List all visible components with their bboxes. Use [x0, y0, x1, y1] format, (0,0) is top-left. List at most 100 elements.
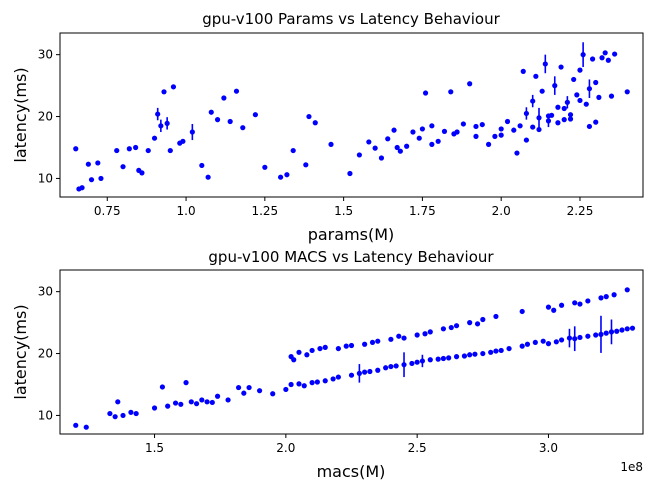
params-data-point — [577, 67, 583, 73]
macs-data-point — [493, 348, 499, 354]
macs-data-point — [566, 335, 573, 341]
params-data-point — [397, 148, 403, 154]
params-data-point — [511, 127, 517, 133]
macs-y-axis-label: latency(ms) — [11, 304, 30, 399]
macs-data-point — [545, 304, 552, 310]
params-data-point — [624, 89, 630, 95]
macs-data-point — [553, 339, 559, 345]
macs-data-point — [409, 360, 415, 367]
macs-data-point — [585, 333, 591, 339]
params-data-point — [589, 56, 596, 62]
macs-data-point — [611, 292, 617, 298]
params-x-tick-label: 1.5 — [334, 204, 353, 218]
params-data-point — [170, 84, 177, 90]
macs-data-point — [133, 410, 139, 417]
params-data-point — [240, 125, 246, 131]
params-data-point — [555, 120, 561, 126]
macs-data-point — [598, 295, 604, 301]
macs-x-tick-label: 3.0 — [539, 441, 558, 455]
params-data-point — [583, 101, 589, 107]
params-data-point — [539, 88, 545, 94]
macs-data-point — [270, 391, 276, 397]
params-data-point — [473, 133, 479, 139]
params-x-tick-label: 1.75 — [409, 204, 436, 218]
params-x-axis-label: params(M) — [308, 225, 395, 244]
macs-x-tick-label: 1.5 — [145, 441, 164, 455]
params-data-point — [608, 93, 615, 99]
macs-data-point — [577, 301, 583, 307]
macs-data-point — [419, 358, 426, 364]
params-data-point — [158, 123, 164, 129]
params-x-ticks: 0.75 1.0 1.25 1.5 1.75 2.0 2.25 — [94, 197, 593, 218]
params-data-point — [536, 115, 542, 121]
params-data-point — [422, 90, 429, 96]
macs-data-point — [73, 422, 79, 428]
macs-x-tick-label: 2.0 — [276, 441, 295, 455]
macs-data-point — [107, 410, 113, 417]
params-data-point — [593, 119, 599, 125]
params-data-point — [542, 61, 548, 67]
macs-x-ticks: 1.5 2.0 2.5 3.0 — [145, 434, 558, 455]
params-data-point — [385, 136, 391, 142]
params-data-point — [596, 94, 602, 100]
macs-data-point — [624, 326, 630, 332]
params-x-tick-label: 2.0 — [492, 204, 511, 218]
params-data-point — [448, 89, 454, 95]
macs-data-point — [314, 379, 320, 385]
macs-data-point — [598, 331, 604, 337]
macs-data-point — [545, 341, 552, 347]
macs-data-point — [367, 368, 373, 375]
params-data-point — [451, 131, 457, 137]
params-data-point — [73, 146, 79, 152]
params-data-point — [227, 118, 233, 125]
params-data-point — [85, 161, 91, 167]
macs-data-point — [317, 345, 323, 352]
macs-data-point — [235, 384, 242, 391]
macs-data-point — [322, 344, 328, 350]
params-data-point — [429, 141, 435, 147]
macs-data-point — [362, 341, 368, 347]
params-data-point — [155, 111, 161, 117]
macs-data-point — [165, 403, 171, 409]
params-data-point — [460, 121, 466, 127]
macs-data-point — [414, 332, 420, 338]
macs-data-point — [401, 362, 407, 368]
macs-data-point — [453, 323, 460, 329]
params-data-point — [485, 141, 492, 147]
macs-data-point — [183, 380, 189, 386]
params-data-point — [593, 79, 599, 86]
macs-data-point — [467, 320, 473, 326]
params-data-point — [586, 86, 593, 92]
macs-data-point — [448, 324, 454, 331]
macs-data-point — [288, 381, 294, 388]
params-data-point — [404, 143, 410, 149]
macs-latency-panel: gpu-v100 MACS vs Latency Behaviour 1.5 2.… — [11, 248, 644, 481]
macs-data-point — [304, 352, 310, 358]
macs-data-point — [558, 302, 565, 308]
params-data-point — [530, 98, 536, 104]
macs-data-point — [356, 370, 362, 376]
params-data-point — [205, 174, 211, 180]
params-data-point — [577, 97, 583, 104]
macs-data-point — [558, 337, 565, 343]
macs-data-point — [335, 345, 341, 352]
macs-data-point — [369, 339, 376, 346]
params-data-point — [120, 164, 126, 170]
macs-data-point — [540, 338, 546, 344]
params-data-point — [599, 55, 605, 61]
macs-data-point — [291, 357, 297, 363]
params-data-point — [394, 144, 400, 151]
params-data-point — [356, 152, 362, 158]
macs-data-point — [624, 287, 630, 293]
params-data-point — [523, 137, 530, 143]
macs-data-point — [474, 321, 481, 327]
macs-data-point — [393, 363, 399, 369]
params-data-point — [262, 164, 268, 170]
macs-data-point — [330, 376, 336, 382]
macs-data-point — [214, 393, 221, 399]
macs-data-point — [440, 355, 447, 362]
macs-data-point — [309, 347, 315, 354]
macs-data-point — [388, 363, 394, 370]
params-y-axis-label: latency(ms) — [11, 67, 30, 162]
